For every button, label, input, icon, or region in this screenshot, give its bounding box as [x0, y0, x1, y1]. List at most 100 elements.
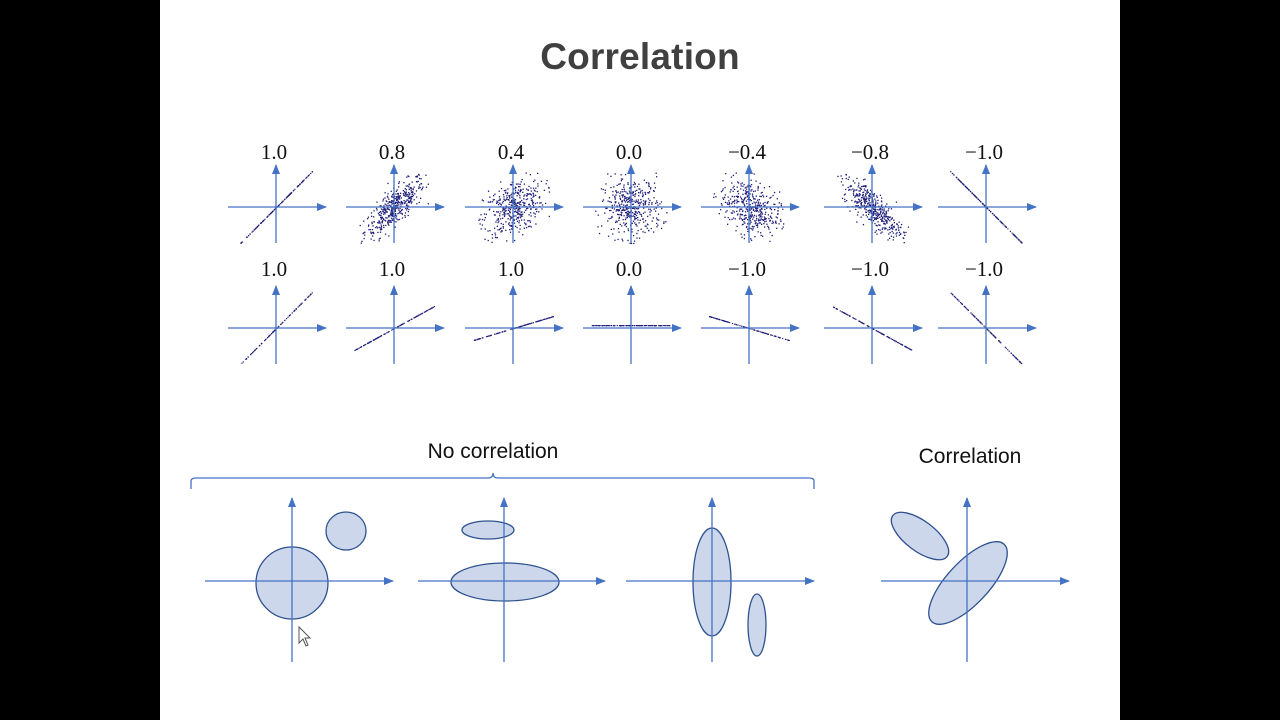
scatter-point	[750, 190, 752, 192]
scatter-point	[874, 231, 876, 233]
scatter-point	[519, 210, 521, 212]
scatter-point	[505, 205, 507, 207]
scatter-point	[519, 195, 521, 197]
scatter-point	[767, 214, 769, 216]
scatter-point	[401, 208, 403, 211]
scatter-point	[367, 218, 369, 220]
scatter-point	[484, 217, 486, 219]
scatter-point	[963, 184, 965, 186]
scatter-point	[783, 223, 785, 225]
scatter-point	[488, 335, 490, 337]
correlation-coefficient-label: −0.4	[728, 140, 767, 164]
scatter-point	[389, 204, 391, 206]
scatter-point	[760, 215, 762, 217]
scatter-point	[865, 200, 867, 202]
scatter-point	[253, 350, 255, 352]
scatter-point	[529, 221, 532, 223]
scatter-point	[753, 216, 755, 218]
scatter-point	[641, 189, 643, 192]
scatter-point	[419, 187, 421, 189]
scatter-point	[735, 230, 737, 232]
scatter-point	[299, 183, 301, 185]
scatter-point	[844, 193, 846, 195]
scatter-point	[387, 215, 390, 217]
scatter-point	[972, 314, 974, 316]
scatter-point	[634, 194, 636, 196]
scatter-point	[494, 232, 496, 234]
scatter-point	[758, 330, 760, 332]
scatter-point	[406, 207, 409, 209]
scatter-point	[889, 337, 891, 339]
scatter-point	[644, 202, 646, 205]
scatter-point	[868, 209, 870, 212]
scatter-point	[886, 221, 888, 223]
scatter-point	[387, 222, 389, 224]
scatter-point	[857, 205, 859, 207]
scatter-point	[879, 194, 882, 196]
scatter-point	[421, 312, 424, 314]
scatter-point	[621, 200, 623, 202]
scatter-point	[724, 320, 726, 322]
scatter-point	[520, 211, 522, 213]
scatter-point	[885, 220, 887, 222]
scatter-point	[720, 203, 723, 205]
scatter-point	[528, 185, 530, 188]
scatter-point	[633, 213, 635, 215]
scatter-point	[741, 219, 744, 221]
scatter-point	[965, 186, 967, 188]
scatter-point	[522, 234, 524, 236]
scatter-point	[608, 217, 610, 220]
scatter-point	[642, 200, 645, 202]
scatter-point	[648, 185, 650, 187]
scatter-point	[745, 191, 747, 193]
scatter-point	[629, 211, 631, 213]
scatter-point	[729, 218, 731, 221]
scatter-point	[509, 215, 511, 217]
scatter-point	[869, 210, 872, 212]
scatter-point	[515, 204, 517, 206]
scatter-cell: 1.0	[346, 257, 445, 364]
scatter-point	[639, 219, 641, 221]
scatter-point	[869, 193, 871, 195]
scatter-point	[770, 196, 772, 198]
scatter-point	[626, 201, 629, 203]
scatter-point	[980, 322, 982, 324]
scatter-point	[760, 234, 762, 237]
scatter-point	[893, 219, 895, 221]
scatter-point	[278, 205, 280, 207]
scatter-point	[605, 207, 607, 210]
scatter-point	[885, 216, 887, 218]
scatter-point	[511, 228, 513, 230]
scatter-point	[621, 188, 623, 191]
scatter-point	[543, 189, 545, 191]
scatter-point	[397, 197, 400, 199]
scatter-point	[382, 200, 384, 202]
scatter-point	[605, 183, 607, 185]
scatter-point	[742, 223, 744, 225]
scatter-point	[392, 203, 394, 205]
scatter-point	[252, 230, 254, 232]
scatter-point	[612, 194, 614, 196]
scatter-point	[638, 204, 641, 207]
scatter-point	[782, 337, 784, 340]
scatter-point	[387, 219, 390, 222]
scatter-point	[302, 180, 305, 182]
scatter-point	[381, 221, 383, 223]
scatter-point	[736, 214, 739, 216]
scatter-point	[956, 177, 958, 179]
scatter-point	[906, 347, 908, 349]
scatter-point	[525, 172, 527, 174]
scatter-point	[377, 212, 380, 214]
scatter-point	[862, 195, 864, 197]
scatter-point	[734, 218, 736, 220]
scatter-point	[654, 187, 656, 189]
scatter-point	[744, 218, 746, 220]
scatter-point	[755, 207, 757, 209]
scatter-point	[622, 240, 624, 242]
scatter-point	[641, 192, 644, 194]
scatter-point	[609, 201, 611, 203]
scatter-point	[733, 196, 735, 198]
scatter-point	[500, 204, 502, 206]
scatter-point	[874, 222, 876, 225]
scatter-point	[743, 237, 745, 240]
